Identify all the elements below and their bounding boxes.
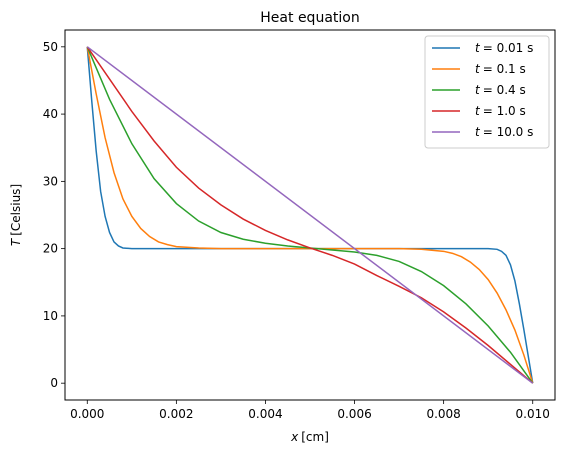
series-line-4	[86, 46, 534, 384]
y-tick-label: 30	[43, 174, 58, 188]
legend-label-3: t = 0.4 s	[475, 83, 526, 97]
y-axis-var: T	[9, 237, 23, 246]
y-axis-label: T[Celsius]	[9, 184, 23, 246]
y-tick-label: 0	[50, 376, 58, 390]
y-tick-label: 40	[43, 107, 58, 121]
x-axis-ticks: 0.000 0.002 0.004 0.006 0.008 0.010	[70, 400, 550, 421]
x-axis-var: x	[290, 430, 299, 444]
y-axis-unit: [Celsius]	[9, 184, 23, 236]
legend-label-1: t = 0.01 s	[475, 41, 533, 55]
series-lines	[86, 46, 534, 384]
y-tick-label: 10	[43, 309, 58, 323]
legend-label-4: t = 1.0 s	[475, 104, 526, 118]
x-axis-label: x [cm]	[290, 430, 329, 444]
y-axis-ticks: 0 10 20 30 40 50	[43, 40, 65, 390]
y-tick-label: 20	[43, 242, 58, 256]
x-tick-label: 0.010	[516, 407, 550, 421]
legend-label-2: t = 0.1 s	[475, 62, 526, 76]
legend: t = 0.01 s t = 0.1 s t = 0.4 s t = 1.0 s t = 10.0…	[424, 35, 550, 149]
x-tick-label: 0.000	[70, 407, 104, 421]
legend-label-5: t = 10.0 s	[475, 125, 533, 139]
legend-box	[424, 35, 550, 149]
x-tick-label: 0.006	[337, 407, 371, 421]
y-tick-label: 50	[43, 40, 58, 54]
x-tick-label: 0.004	[248, 407, 282, 421]
x-axis-unit: [cm]	[301, 430, 329, 444]
plot-frame	[64, 29, 556, 401]
series-line-5	[86, 46, 534, 384]
x-tick-label: 0.008	[426, 407, 460, 421]
chart-title: Heat equation	[260, 10, 359, 26]
x-tick-label: 0.002	[159, 407, 193, 421]
